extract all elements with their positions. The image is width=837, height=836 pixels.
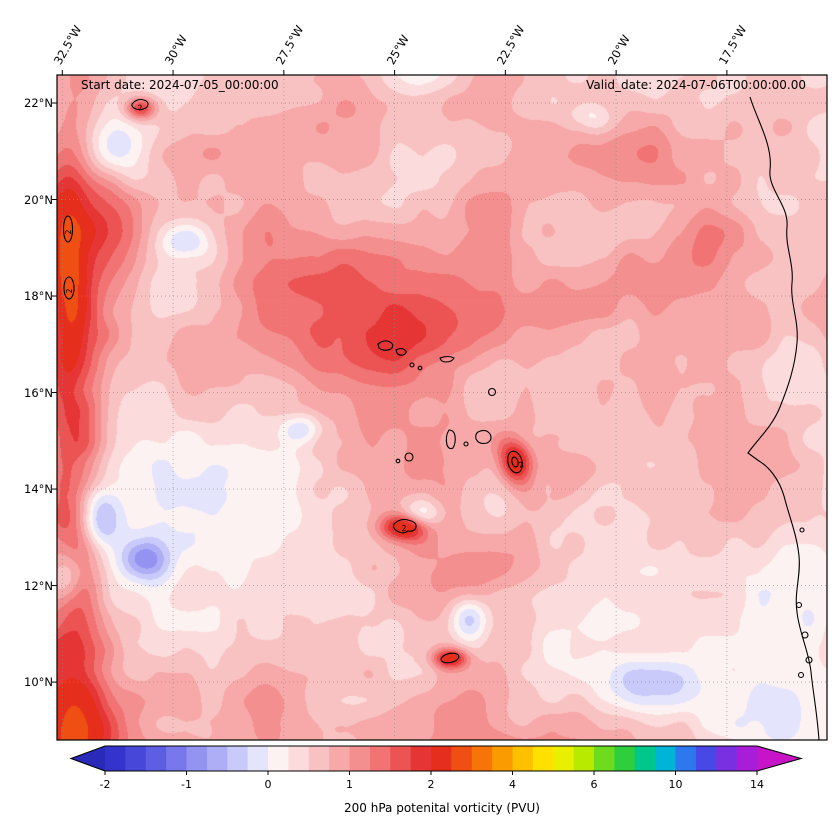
colorbar-segment [675, 746, 697, 771]
colorbar-segment [268, 746, 289, 771]
start-date-label: Start date: 2024-07-05_00:00:00 [81, 78, 279, 92]
colorbar-segment [471, 746, 493, 771]
colorbar-segment [431, 746, 452, 771]
y-tick-label: 12°N [24, 578, 53, 593]
colorbar-segment [716, 746, 738, 771]
colorbar-segment [553, 746, 575, 771]
y-tick-label: 20°N [24, 192, 53, 207]
colorbar-tick-label: 14 [750, 778, 764, 791]
colorbar-segment [390, 746, 412, 771]
colorbar-outline [69, 745, 804, 772]
y-tick-label: 22°N [24, 95, 53, 110]
y-tick-label: 10°N [24, 675, 53, 690]
colorbar-segment [512, 746, 534, 771]
colorbar-segment [349, 746, 371, 771]
colorbar-segment [695, 746, 717, 771]
colorbar-segment [369, 746, 391, 771]
colorbar-under-arrow [71, 746, 105, 771]
colorbar-segment [125, 746, 147, 771]
colorbar-segment [247, 746, 269, 771]
colorbar-segment [492, 746, 514, 771]
colorbar-segment [573, 746, 595, 771]
pv-field-canvas [57, 75, 827, 740]
colorbar-segment [736, 746, 758, 771]
colorbar-segment [308, 746, 330, 771]
x-tick-label: 17.5°W [715, 22, 750, 68]
colorbar-segment [227, 746, 249, 771]
colorbar-tick-label: 4 [509, 778, 516, 791]
x-tick-label: 27.5°W [272, 22, 307, 68]
x-tick-label: 22.5°W [494, 22, 528, 68]
colorbar-segment [655, 746, 677, 771]
y-tick-label: 14°N [24, 482, 53, 497]
colorbar-tick-label: 6 [591, 778, 598, 791]
colorbar-segment [329, 746, 351, 771]
colorbar-segment [206, 746, 228, 771]
y-tick-label: 16°N [24, 385, 53, 400]
valid-date-label: Valid_date: 2024-07-06T00:00:00.00 [586, 78, 806, 92]
colorbar-tick-label: -2 [100, 778, 111, 791]
colorbar-segment [186, 746, 208, 771]
colorbar: -2 -1 0 1 2 4 6 10 14 [69, 745, 804, 791]
colorbar-tick-label: 2 [428, 778, 435, 791]
colorbar-segment [288, 746, 310, 771]
colorbar-segment [166, 746, 188, 771]
colorbar-segment [594, 746, 615, 771]
colorbar-tick-label: 1 [346, 778, 353, 791]
colorbar-segment [145, 746, 167, 771]
x-tick-label: 30°W [161, 32, 190, 67]
colorbar-segment [614, 746, 636, 771]
colorbar-tick-label: -1 [181, 778, 192, 791]
colorbar-tick-label: 0 [265, 778, 272, 791]
x-tick-label: 32.5°W [51, 22, 85, 68]
x-tick-label: 25°W [383, 32, 412, 67]
colorbar-segment [410, 746, 432, 771]
colorbar-segment [634, 746, 656, 771]
colorbar-segment [105, 746, 126, 771]
y-tick-label: 18°N [24, 289, 53, 304]
x-tick-label: 20°W [604, 32, 633, 67]
colorbar-segment [451, 746, 473, 771]
colorbar-axis-label: 200 hPa potenital vorticity (PVU) [344, 801, 540, 815]
colorbar-tick-label: 10 [669, 778, 683, 791]
colorbar-segment [532, 746, 554, 771]
colorbar-over-arrow [757, 746, 801, 771]
